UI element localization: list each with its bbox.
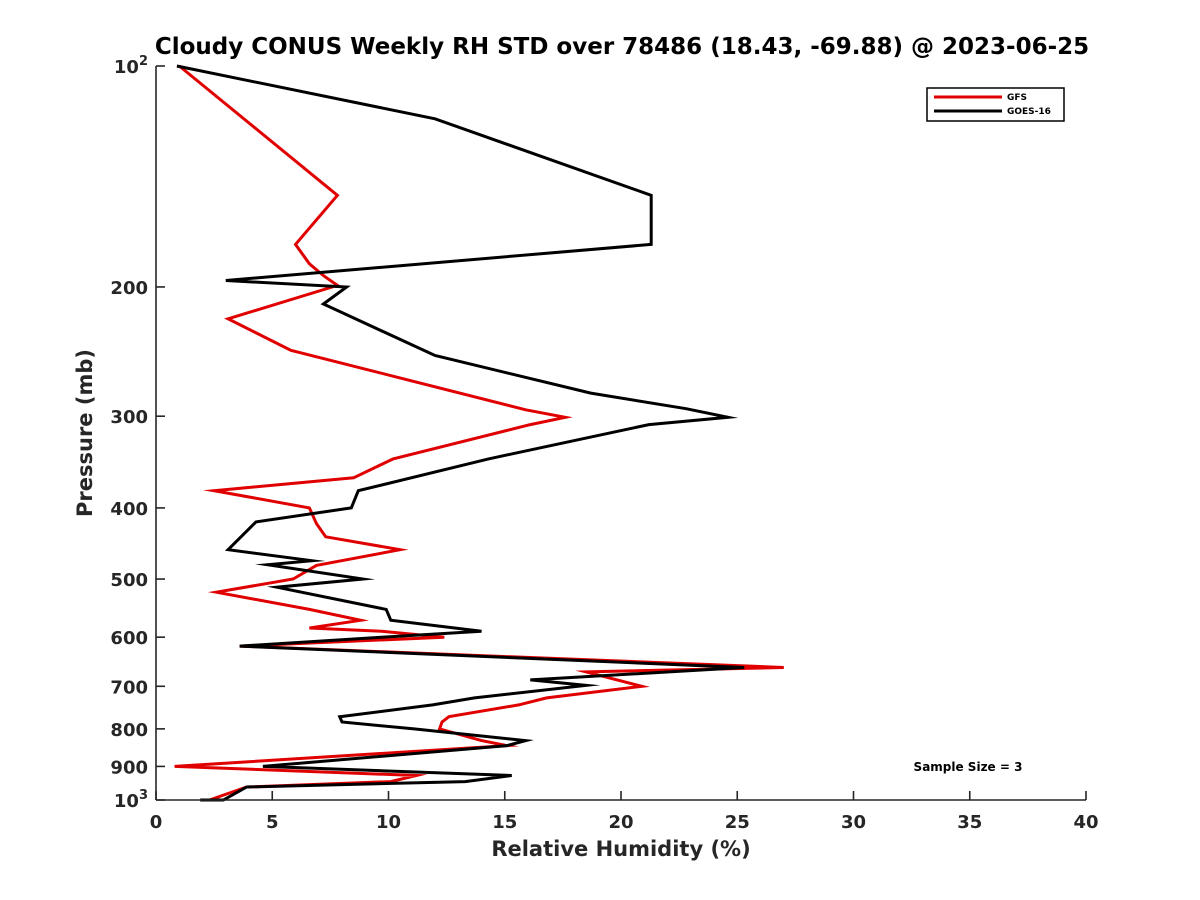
- y-tick-label: 800: [110, 720, 148, 741]
- legend: GFS GOES-16: [926, 87, 1065, 122]
- legend-box: [926, 87, 1065, 122]
- x-axis-label: Relative Humidity (%): [491, 837, 750, 861]
- y-tick-label: 700: [110, 677, 148, 698]
- y-tick-label: 300: [110, 407, 148, 428]
- series-line-gfs: [174, 64, 784, 802]
- x-tick-label: 35: [957, 812, 982, 833]
- x-tick-label: 40: [1073, 812, 1098, 833]
- x-axis: 0 5 10 15 20 25 30 35 40: [150, 791, 1099, 833]
- y-tick-label: 103: [114, 788, 148, 812]
- legend-label: GOES-16: [1007, 107, 1051, 117]
- y-tick-label: 900: [110, 757, 148, 778]
- x-tick-label: 0: [150, 812, 163, 833]
- y-tick-label: 500: [110, 570, 148, 591]
- y-axis: 102 200 300 400 500 600 700 800 900 103: [110, 54, 165, 812]
- x-tick-label: 25: [725, 812, 750, 833]
- plot-area: [174, 64, 784, 802]
- y-tick-label: 200: [110, 278, 148, 299]
- x-tick-label: 20: [608, 812, 633, 833]
- chart-title: Cloudy CONUS Weekly RH STD over 78486 (1…: [155, 34, 1089, 60]
- series-line-goes-16: [176, 64, 745, 802]
- x-tick-label: 10: [376, 812, 401, 833]
- y-tick-label: 400: [110, 499, 148, 520]
- y-axis-label: Pressure (mb): [73, 349, 97, 517]
- sample-size-annotation: Sample Size = 3: [914, 760, 1023, 774]
- legend-label: GFS: [1007, 93, 1027, 103]
- x-tick-label: 15: [492, 812, 517, 833]
- x-tick-label: 30: [841, 812, 866, 833]
- y-tick-label: 600: [110, 628, 148, 649]
- x-tick-label: 5: [266, 812, 279, 833]
- y-tick-label: 102: [114, 54, 148, 78]
